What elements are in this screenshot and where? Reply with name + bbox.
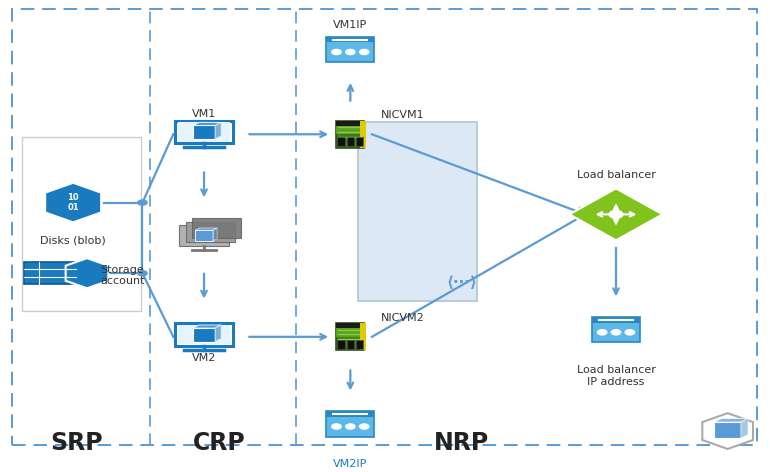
Text: Storage
account: Storage account — [100, 265, 145, 287]
Polygon shape — [702, 413, 753, 449]
Circle shape — [624, 329, 635, 336]
FancyBboxPatch shape — [336, 121, 364, 148]
Circle shape — [359, 49, 370, 55]
FancyBboxPatch shape — [358, 122, 477, 302]
Circle shape — [345, 423, 356, 430]
Bar — [336, 323, 364, 328]
Circle shape — [331, 423, 342, 430]
FancyBboxPatch shape — [186, 221, 235, 242]
Polygon shape — [196, 230, 213, 241]
FancyBboxPatch shape — [25, 262, 75, 285]
Text: Load balancer
IP address: Load balancer IP address — [577, 365, 655, 387]
Text: NICVM1: NICVM1 — [381, 110, 425, 120]
Polygon shape — [193, 122, 221, 126]
Polygon shape — [193, 126, 215, 139]
Text: VM2IP: VM2IP — [333, 459, 367, 469]
Polygon shape — [715, 419, 748, 422]
FancyBboxPatch shape — [336, 121, 364, 134]
FancyBboxPatch shape — [326, 37, 374, 62]
Bar — [356, 340, 363, 348]
Circle shape — [331, 49, 342, 55]
Bar — [346, 340, 354, 348]
Bar — [326, 37, 374, 42]
FancyBboxPatch shape — [22, 136, 141, 311]
Text: ⟨···⟩: ⟨···⟩ — [447, 275, 477, 290]
Text: VM1: VM1 — [192, 109, 216, 119]
Text: VM2: VM2 — [192, 353, 216, 363]
Text: NICVM2: NICVM2 — [381, 312, 425, 323]
Circle shape — [597, 329, 608, 336]
FancyBboxPatch shape — [592, 317, 640, 343]
Text: SRP: SRP — [51, 431, 103, 455]
Circle shape — [359, 423, 370, 430]
Bar — [592, 317, 640, 323]
Polygon shape — [215, 122, 221, 139]
FancyBboxPatch shape — [178, 122, 230, 142]
Circle shape — [137, 270, 148, 277]
Polygon shape — [193, 328, 215, 342]
Bar — [356, 137, 363, 146]
Polygon shape — [741, 419, 748, 438]
Polygon shape — [45, 183, 101, 222]
Circle shape — [137, 199, 148, 206]
Polygon shape — [715, 422, 741, 438]
Bar — [337, 340, 345, 348]
Polygon shape — [570, 188, 662, 240]
Text: 10
01: 10 01 — [67, 193, 79, 212]
Text: Disks (blob): Disks (blob) — [40, 236, 106, 245]
Bar — [337, 137, 345, 146]
FancyBboxPatch shape — [336, 323, 364, 350]
FancyBboxPatch shape — [176, 120, 233, 143]
Polygon shape — [215, 325, 221, 342]
FancyBboxPatch shape — [178, 325, 230, 344]
Text: CRP: CRP — [193, 431, 246, 455]
FancyBboxPatch shape — [176, 323, 233, 346]
Circle shape — [345, 49, 356, 55]
FancyBboxPatch shape — [326, 411, 374, 437]
Circle shape — [608, 210, 624, 219]
Polygon shape — [65, 258, 109, 288]
Text: Load balancer: Load balancer — [577, 170, 655, 180]
Text: NRP: NRP — [434, 431, 490, 455]
FancyBboxPatch shape — [179, 225, 229, 246]
Bar — [336, 121, 364, 126]
Bar — [360, 323, 366, 350]
Circle shape — [611, 329, 621, 336]
Polygon shape — [196, 228, 217, 230]
FancyBboxPatch shape — [336, 323, 364, 337]
Bar — [360, 121, 366, 148]
Bar — [346, 137, 354, 146]
Bar — [326, 411, 374, 417]
Text: VM1IP: VM1IP — [333, 20, 367, 30]
FancyBboxPatch shape — [192, 218, 241, 238]
Polygon shape — [193, 325, 221, 328]
Polygon shape — [213, 228, 217, 241]
